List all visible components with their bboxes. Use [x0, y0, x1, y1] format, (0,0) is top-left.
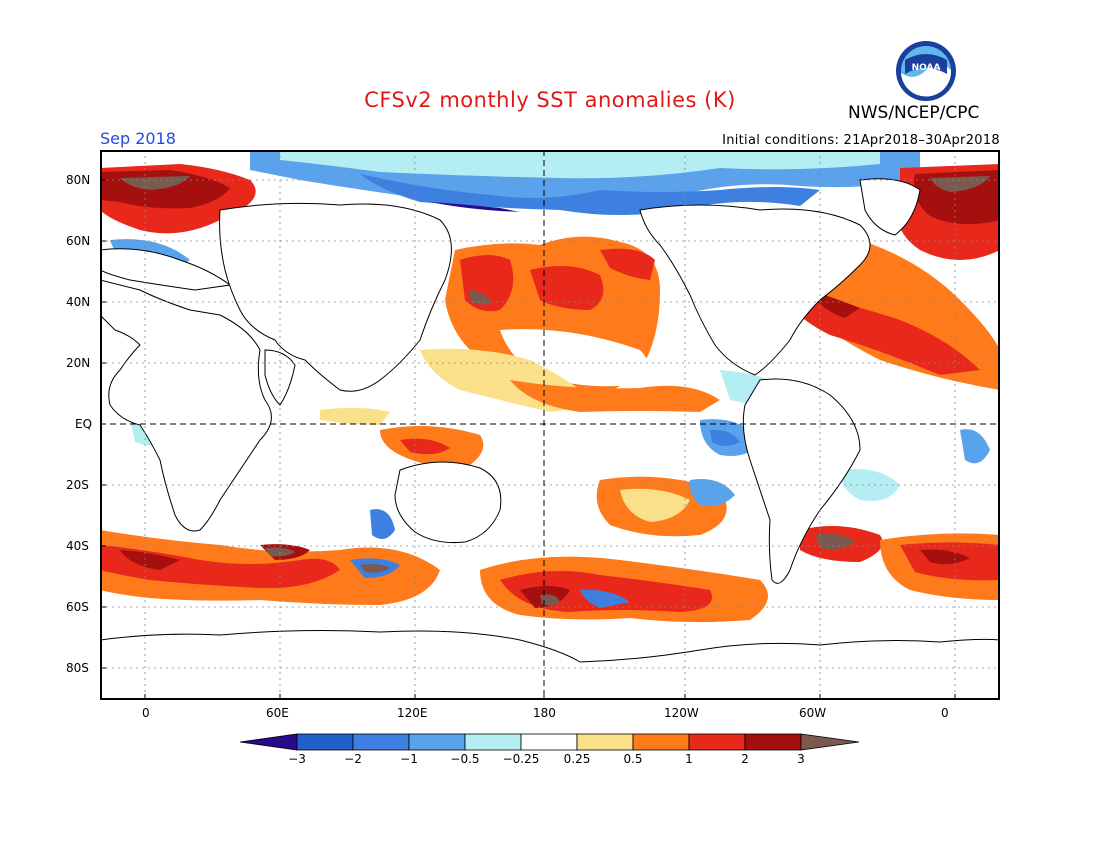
africa-europe-coast	[100, 279, 272, 532]
colorbar-label: 3	[797, 752, 805, 766]
colorbar-bin	[688, 733, 746, 751]
lon-label: 120W	[664, 706, 699, 720]
colorbar-bin	[464, 733, 522, 751]
north-pacific-warm	[420, 236, 720, 412]
colorbar-bin	[744, 733, 802, 751]
colorbar-bin	[408, 733, 466, 751]
antarctica-coast	[100, 630, 1000, 700]
lat-label: 80S	[66, 661, 89, 675]
colorbar-bin	[632, 733, 690, 751]
initial-conditions-label: Initial conditions: 21Apr2018–30Apr2018	[722, 133, 1000, 148]
australia-coast	[394, 461, 502, 543]
lat-label: 60N	[66, 234, 91, 248]
chart-title: CFSv2 monthly SST anomalies (K)	[364, 88, 736, 112]
lat-label: 40N	[66, 295, 91, 309]
agency-label: NWS/NCEP/CPC	[848, 103, 980, 123]
colorbar	[240, 733, 860, 751]
noaa-logo: NOAA	[896, 41, 956, 101]
sst-anomaly-map	[100, 150, 1000, 700]
colorbar-label: 1	[685, 752, 693, 766]
lat-label: EQ	[75, 417, 93, 431]
colorbar-low-arrow	[240, 733, 298, 751]
colorbar-label: 0.5	[623, 752, 643, 766]
colorbar-high-arrow	[800, 733, 860, 751]
lon-label: 60W	[799, 706, 827, 720]
colorbar-bin	[296, 733, 354, 751]
colorbar-bin	[576, 733, 634, 751]
colorbar-bin	[352, 733, 410, 751]
colorbar-bin	[520, 733, 578, 751]
valid-month-label: Sep 2018	[100, 129, 176, 148]
europe-coast	[100, 248, 232, 291]
greenland-coast	[859, 178, 921, 236]
equator-and-dateline	[100, 150, 1000, 700]
lat-label: 20S	[66, 478, 89, 492]
lon-label: 120E	[397, 706, 428, 720]
lat-label: 80N	[66, 173, 91, 187]
colorbar-label: −0.25	[502, 752, 540, 766]
colorbar-label: 0.25	[563, 752, 591, 766]
map-grid	[100, 150, 1000, 700]
colorbar-label: −3	[288, 752, 306, 766]
continents	[100, 178, 1000, 700]
colorbar-label: −1	[400, 752, 418, 766]
maritime-continent-warm	[320, 407, 484, 467]
lon-label: 0	[142, 706, 150, 720]
north-america-coast	[639, 204, 871, 376]
south-america-coast	[742, 378, 861, 584]
colorbar-label: −2	[344, 752, 362, 766]
lat-label: 60S	[66, 600, 89, 614]
india-coast	[264, 349, 296, 406]
lat-label: 20N	[66, 356, 91, 370]
colorbar-label: 2	[741, 752, 749, 766]
asia-coast	[219, 202, 452, 392]
colorbar-label: −0.5	[450, 752, 480, 766]
svg-text:NOAA: NOAA	[912, 63, 941, 73]
lat-label: 40S	[66, 539, 89, 553]
lon-label: 180	[533, 706, 556, 720]
map-frame	[100, 150, 1000, 700]
lon-label: 0	[941, 706, 949, 720]
lon-label: 60E	[266, 706, 289, 720]
